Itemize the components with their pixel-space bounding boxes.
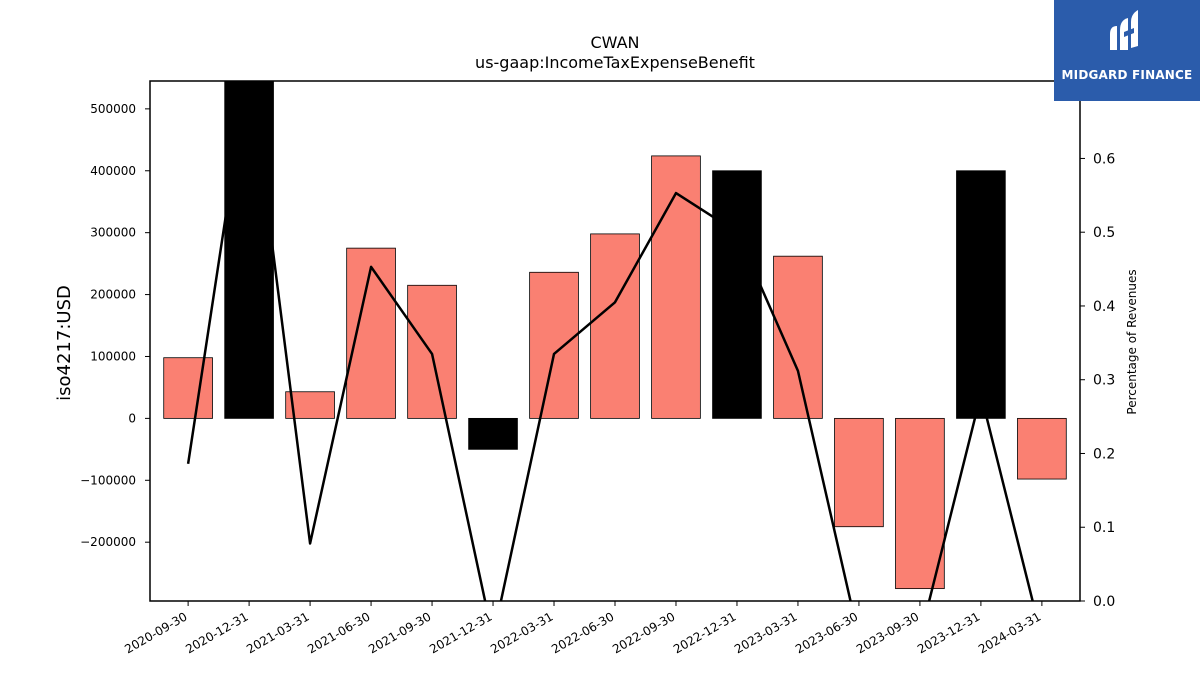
x-tick-label: 2022-06-30 — [549, 609, 616, 656]
x-tick-label: 2023-03-31 — [732, 609, 799, 656]
x-tick-label: 2024-03-31 — [976, 609, 1043, 656]
y-tick-label: −100000 — [80, 473, 136, 487]
bar — [163, 357, 213, 419]
y-tick-label: 500000 — [90, 102, 136, 116]
y2-tick-label: 0.3 — [1093, 373, 1115, 389]
y-tick-label: 300000 — [90, 226, 136, 240]
y2-tick-label: 0.6 — [1093, 151, 1115, 167]
x-tick-label: 2021-09-30 — [366, 609, 433, 656]
x-tick-label: 2021-12-31 — [427, 609, 494, 656]
bar — [224, 81, 274, 419]
x-tick-label: 2021-03-31 — [244, 609, 311, 656]
y-tick-label: 100000 — [90, 349, 136, 363]
logo-text: MIDGARD FINANCE — [1061, 68, 1193, 82]
y2-tick-label: 0.2 — [1093, 446, 1115, 462]
x-tick-label: 2020-12-31 — [183, 609, 250, 656]
bar — [773, 255, 823, 419]
bar — [590, 233, 640, 419]
x-tick-label: 2022-03-31 — [488, 609, 555, 656]
bar — [895, 417, 945, 590]
x-tick-label: 2021-06-30 — [305, 609, 372, 656]
bar — [651, 155, 701, 419]
bar — [834, 417, 884, 528]
x-tick-label: 2023-12-31 — [915, 609, 982, 656]
y2-tick-label: 0.1 — [1093, 520, 1115, 536]
chart-subtitle: us-gaap:IncomeTaxExpenseBenefit — [475, 53, 755, 72]
y-tick-label: 400000 — [90, 164, 136, 178]
x-tick-label: 2023-09-30 — [854, 609, 921, 656]
y2-tick-label: 0.5 — [1093, 225, 1115, 241]
bar — [956, 170, 1006, 419]
y2-tick-label: 0.0 — [1093, 594, 1115, 610]
x-tick-label: 2022-12-31 — [671, 609, 738, 656]
bar — [346, 247, 396, 419]
x-tick-label: 2022-09-30 — [610, 609, 677, 656]
plot-area: −200000 −100000 0 100000 200000 300000 400000 5… — [80, 80, 1115, 656]
x-tick-label: 2020-09-30 — [122, 609, 189, 656]
bar — [529, 271, 579, 419]
bar — [712, 170, 762, 419]
y2-axis-label: Percentage of Revenues — [1125, 269, 1139, 414]
y-tick-label: 0 — [128, 411, 136, 425]
y-tick-label: 200000 — [90, 288, 136, 302]
midgard-finance-logo: MIDGARD FINANCE — [1054, 0, 1200, 101]
y-axis-label: iso4217:USD — [54, 285, 75, 401]
bar — [1017, 417, 1067, 480]
bar — [468, 417, 518, 450]
logo-mark-icon — [1110, 10, 1138, 50]
x-tick-label: 2023-06-30 — [793, 609, 860, 656]
percentage-line — [186, 81, 1034, 601]
y2-tick-label: 0.4 — [1093, 299, 1115, 315]
y-tick-label: −200000 — [80, 535, 136, 549]
chart-title: CWAN — [590, 33, 639, 52]
